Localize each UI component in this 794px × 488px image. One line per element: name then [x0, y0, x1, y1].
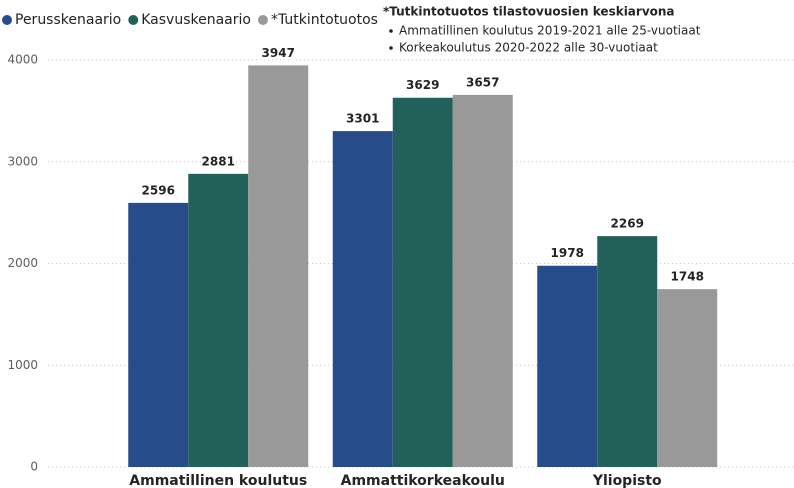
data-label: 3629: [406, 78, 439, 92]
data-label: 1748: [671, 270, 704, 284]
legend-swatch: [257, 15, 268, 25]
y-tick-label: 2000: [7, 256, 38, 270]
data-label: 3301: [346, 112, 379, 126]
data-label: 2881: [202, 154, 235, 168]
y-tick-label: 3000: [7, 154, 38, 168]
bar: [657, 289, 718, 467]
data-label: 3947: [262, 46, 295, 60]
legend-swatch: [2, 15, 12, 25]
note-item: Korkeakoulutus 2020-2022 alle 30-vuotiaa…: [399, 41, 658, 55]
bar: [128, 202, 189, 467]
bar: [597, 236, 658, 467]
bar: [332, 131, 393, 468]
data-label: 2596: [142, 183, 175, 197]
data-label: 2269: [611, 217, 644, 231]
y-tick-label: 0: [30, 460, 38, 474]
y-tick-label: 1000: [7, 358, 38, 372]
bar: [248, 65, 309, 467]
legend-label: Kasvuskenaario: [141, 12, 251, 28]
x-tick-label: Ammatillinen koulutus: [129, 473, 307, 488]
data-label: 3657: [466, 75, 499, 89]
note-item: Ammatillinen koulutus 2019-2021 alle 25-…: [399, 24, 701, 38]
bullet: [389, 46, 393, 50]
note-title: *Tutkintotuotos tilastovuosien keskiarvo…: [383, 5, 675, 19]
x-tick-label: Yliopisto: [592, 473, 662, 488]
bullet: [389, 29, 393, 33]
bar: [537, 265, 598, 467]
legend-label: Perusskenaario: [15, 12, 121, 28]
bar: [392, 97, 453, 467]
legend-label: *Tutkintotuotos: [271, 12, 378, 28]
bar: [452, 94, 513, 467]
data-label: 1978: [551, 246, 584, 260]
y-tick-label: 4000: [7, 53, 38, 67]
legend-swatch: [128, 15, 139, 25]
x-tick-label: Ammattikorkeakoulu: [341, 473, 505, 488]
bar: [188, 173, 249, 467]
